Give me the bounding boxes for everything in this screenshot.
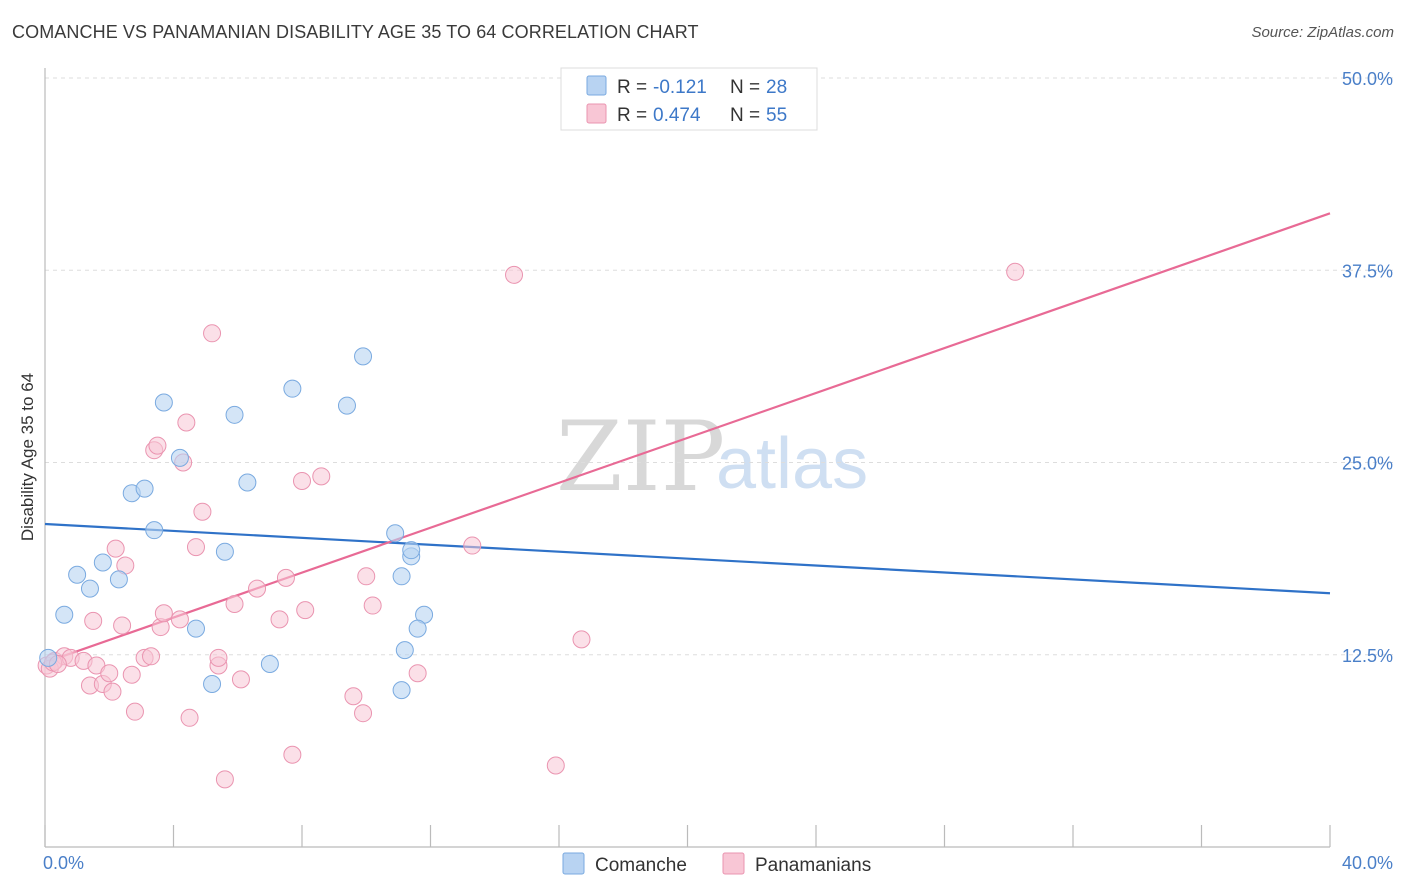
data-point-comanche	[354, 347, 373, 366]
legend-r-label-1: R =	[617, 77, 647, 98]
watermark-atlas: atlas	[716, 424, 868, 504]
data-point-panamanians	[84, 611, 103, 630]
legend-n-value-1: 28	[766, 77, 787, 98]
data-point-comanche	[145, 521, 164, 540]
data-point-comanche	[55, 605, 74, 624]
data-point-comanche	[154, 393, 173, 412]
legend-swatch-panamanians	[586, 103, 607, 124]
data-point-panamanians	[270, 610, 289, 629]
correlation-legend: R = -0.121 N = 28 R = 0.474 N = 55	[560, 67, 818, 131]
data-point-comanche	[392, 681, 411, 700]
chart-title: COMANCHE VS PANAMANIAN DISABILITY AGE 35…	[12, 22, 699, 42]
data-point-panamanians	[408, 664, 427, 683]
source-label: Source: ZipAtlas.com	[1251, 24, 1394, 41]
y-tick-labels: 12.5% 25.0% 37.5% 50.0%	[1342, 69, 1393, 666]
data-point-panamanians	[203, 324, 222, 343]
data-point-comanche	[93, 553, 112, 572]
data-point-comanche	[109, 570, 128, 589]
data-point-panamanians	[312, 467, 331, 486]
data-point-panamanians	[142, 647, 161, 666]
data-point-panamanians	[276, 568, 295, 587]
data-point-panamanians	[546, 756, 565, 775]
axes	[44, 68, 1331, 848]
x-tick-label-min: 0.0%	[43, 853, 84, 873]
data-point-panamanians	[154, 604, 173, 623]
data-point-panamanians	[209, 648, 228, 667]
data-point-panamanians	[170, 610, 189, 629]
y-tick-label: 25.0%	[1342, 454, 1393, 474]
data-point-panamanians	[215, 770, 234, 789]
data-point-comanche	[402, 541, 421, 560]
data-point-panamanians	[344, 687, 363, 706]
data-point-panamanians	[463, 536, 482, 555]
data-point-panamanians	[357, 567, 376, 586]
data-point-panamanians	[248, 579, 267, 598]
data-point-panamanians	[293, 471, 311, 490]
data-point-comanche	[39, 648, 58, 667]
data-point-comanche	[395, 641, 414, 660]
data-point-comanche	[80, 579, 99, 598]
data-point-comanche	[386, 524, 405, 543]
legend-n-label-2: N =	[730, 105, 760, 126]
legend-n-label-1: N =	[730, 77, 760, 98]
data-point-comanche	[203, 674, 222, 693]
data-point-comanche	[260, 654, 279, 673]
data-point-comanche	[135, 479, 154, 498]
y-tick-label: 12.5%	[1342, 646, 1393, 666]
data-point-panamanians	[180, 708, 199, 727]
data-point-comanche	[170, 448, 189, 467]
data-point-panamanians	[106, 539, 125, 558]
trend-lines	[44, 212, 1331, 664]
data-point-comanche	[337, 396, 356, 415]
data-point-panamanians	[363, 596, 382, 615]
y-tick-label: 50.0%	[1342, 69, 1393, 89]
data-point-panamanians	[354, 704, 373, 723]
bottom-legend-comanche: Comanche	[595, 855, 687, 876]
data-point-panamanians	[122, 665, 141, 684]
legend-r-label-2: R =	[617, 105, 647, 126]
bottom-legend-swatch-comanche	[562, 852, 585, 875]
data-point-panamanians	[103, 682, 122, 701]
data-point-comanche	[186, 619, 205, 638]
data-point-panamanians	[113, 616, 132, 635]
y-axis-label: Disability Age 35 to 64	[18, 373, 37, 541]
data-point-comanche	[283, 379, 302, 398]
bottom-legend-panamanians: Panamanians	[755, 855, 871, 876]
trend-line-panamanians	[44, 212, 1331, 664]
data-point-panamanians	[177, 413, 196, 432]
data-point-panamanians	[193, 502, 212, 521]
series-legend: Comanche Panamanians	[562, 852, 871, 876]
x-tick-labels: 0.0% 40.0%	[43, 853, 1393, 873]
data-point-panamanians	[283, 745, 302, 764]
data-point-panamanians	[572, 630, 591, 649]
data-point-panamanians	[231, 670, 250, 689]
y-tick-label: 37.5%	[1342, 261, 1393, 281]
legend-r-value-2: 0.474	[653, 105, 701, 126]
comanche-points	[39, 347, 434, 700]
gridlines	[45, 77, 1395, 656]
panamanians-points	[37, 70, 1025, 789]
data-point-comanche	[238, 473, 257, 492]
legend-r-value-1: -0.121	[653, 77, 707, 98]
data-point-panamanians	[186, 538, 205, 557]
data-point-comanche	[392, 567, 411, 586]
legend-swatch-comanche	[586, 75, 607, 96]
data-point-panamanians	[100, 664, 119, 683]
trend-line-comanche	[44, 522, 1331, 595]
data-point-panamanians	[225, 594, 244, 613]
data-point-comanche	[225, 405, 244, 424]
data-point-comanche	[68, 565, 87, 584]
x-tick-label-max: 40.0%	[1342, 853, 1393, 873]
data-point-panamanians	[296, 601, 315, 620]
data-point-comanche	[408, 619, 427, 638]
data-point-panamanians	[148, 436, 167, 455]
legend-n-value-2: 55	[766, 105, 787, 126]
data-point-panamanians	[505, 265, 524, 284]
data-point-panamanians	[1006, 262, 1025, 281]
data-point-panamanians	[125, 702, 144, 721]
data-point-comanche	[215, 542, 234, 561]
watermark-zip: ZIP	[556, 401, 725, 513]
bottom-legend-swatch-panamanians	[722, 852, 745, 875]
